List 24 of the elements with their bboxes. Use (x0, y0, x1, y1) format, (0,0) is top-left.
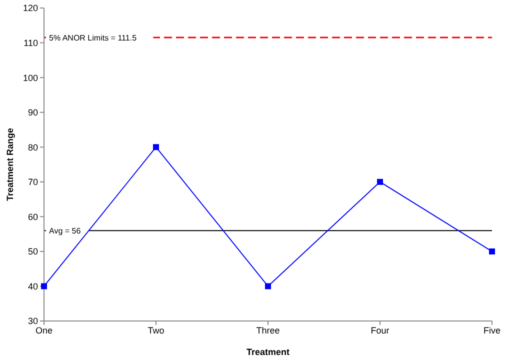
x-tick-label: Two (148, 325, 164, 336)
point (265, 283, 271, 290)
y-tick-label: 50 (28, 246, 38, 257)
ref-line-label: Avg = 56 (49, 226, 82, 236)
y-tick-label: 40 (28, 281, 38, 292)
point (153, 144, 159, 150)
y-tick-label: 110 (24, 38, 38, 48)
x-tick-label: One (35, 325, 53, 336)
y-tick-label: 70 (28, 177, 38, 188)
x-tick-label: Five (483, 325, 501, 336)
point (377, 178, 383, 185)
y-tick-label: 90 (28, 108, 38, 118)
y-axis-title: Treatment Range (5, 128, 16, 202)
y-tick-label: 100 (22, 72, 38, 83)
point (41, 283, 47, 290)
x-tick-label: Three (256, 325, 280, 336)
y-tick-label: 60 (28, 212, 38, 222)
y-tick-label: 120 (22, 3, 38, 14)
y-tick-label: 30 (28, 316, 38, 326)
x-axis-title: Treatment (246, 347, 290, 357)
ref-line-label: 5% ANOR Limits = 111.5 (49, 34, 138, 43)
y-tick-label: 80 (28, 142, 38, 152)
point (489, 248, 495, 254)
x-tick-label: Four (370, 325, 390, 336)
